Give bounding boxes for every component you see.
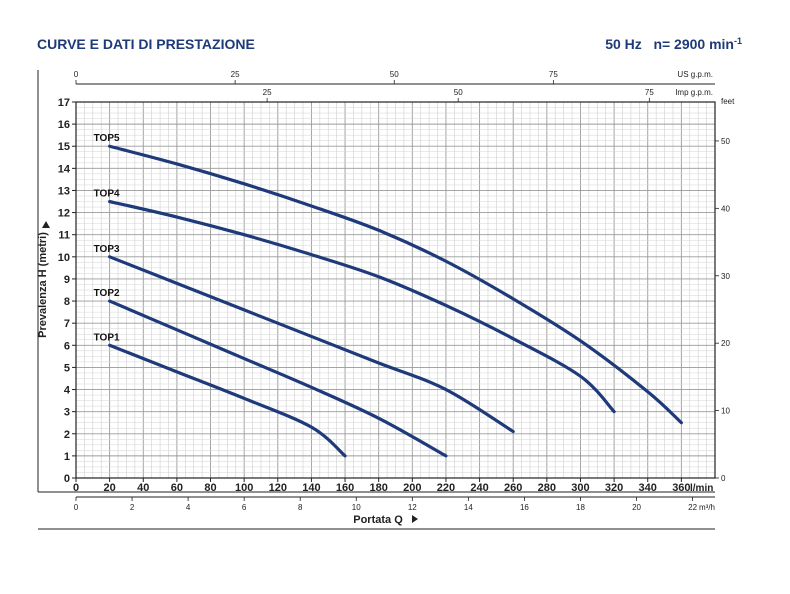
page-title: CURVE E DATI DI PRESTAZIONE: [37, 36, 255, 52]
x-axis-arrow-icon: [412, 515, 418, 523]
x-tick-label: 220: [437, 482, 455, 494]
y-tick-label: 7: [64, 318, 70, 330]
plot-frame: [37, 70, 716, 530]
speed-exponent: -1: [733, 36, 742, 46]
curve-top5: [108, 144, 683, 425]
y-tick-label: 11: [58, 230, 70, 242]
frequency-label: 50 Hz: [605, 36, 642, 52]
m3h-tick-label: 12: [408, 503, 417, 512]
x-tick-label: 0: [73, 482, 79, 494]
x-tick-label: 200: [403, 482, 421, 494]
x-tick-label: 160: [336, 482, 354, 494]
y-tick-label: 10: [58, 252, 70, 264]
speed-info: 50 Hz n= 2900 min-1: [605, 36, 742, 52]
x-tick-label: 60: [171, 482, 183, 494]
y-tick-label: 8: [64, 296, 70, 308]
x-tick-label: 100: [235, 482, 253, 494]
x-tick-label: 320: [605, 482, 623, 494]
curve-top2: [108, 299, 448, 458]
x-tick-label: 300: [571, 482, 589, 494]
curves: TOP1 TOP2 TOP3 TOP4 TOP5: [94, 133, 683, 458]
imp-gpm-tick-label: 25: [263, 88, 272, 97]
us-gpm-tick-label: 25: [231, 70, 240, 79]
y-axis-title: Prevalenza H (metri): [37, 232, 49, 338]
feet-tick-label: 0: [721, 474, 726, 483]
curve-label-top4: TOP4: [94, 189, 120, 200]
y-tick-label: 16: [58, 119, 70, 131]
us-gpm-tick-label: 50: [390, 70, 399, 79]
m3h-tick-label: 0: [74, 503, 79, 512]
us-gpm-tick-label: 0: [74, 70, 79, 79]
m3h-tick-label: 8: [298, 503, 303, 512]
m3h-tick-label: 4: [186, 503, 191, 512]
y-tick-label: 13: [58, 185, 70, 197]
feet-tick-label: 30: [721, 272, 730, 281]
imp-gpm-tick-label: 75: [645, 88, 654, 97]
us-gpm-tick-label: 75: [549, 70, 558, 79]
axis-labels: Prevalenza H (metri) Portata Q: [37, 221, 418, 526]
x-tick-label: 80: [204, 482, 216, 494]
m3h-tick-label: 10: [352, 503, 361, 512]
y-tick-label: 2: [64, 429, 70, 441]
y-tick-label: 17: [58, 97, 70, 109]
curve-label-top5: TOP5: [94, 133, 120, 144]
m3h-unit-label: m³/h: [699, 503, 715, 512]
feet-tick-label: 40: [721, 204, 730, 213]
curve-top1: [108, 343, 347, 458]
x-tick-label: 240: [470, 482, 488, 494]
grid: [76, 102, 715, 478]
feet-tick-label: 20: [721, 339, 730, 348]
y-tick-label: 9: [64, 274, 70, 286]
y-tick-label: 4: [64, 385, 71, 397]
y-tick-label: 15: [58, 141, 70, 153]
x-tick-label: 280: [538, 482, 556, 494]
x-tick-label: 180: [370, 482, 388, 494]
curve-label-top2: TOP2: [94, 288, 120, 299]
x-tick-label: 260: [504, 482, 522, 494]
m3h-tick-label: 18: [576, 503, 585, 512]
y-tick-label: 6: [64, 340, 70, 352]
x-tick-label: 120: [269, 482, 287, 494]
x-axis-title: Portata Q: [353, 514, 403, 526]
feet-unit-label: feet: [721, 97, 735, 106]
y-tick-label: 0: [64, 473, 70, 485]
speed-label: n= 2900 min: [653, 36, 734, 52]
m3h-tick-label: 14: [464, 503, 473, 512]
y-tick-label: 3: [64, 407, 70, 419]
feet-tick-label: 50: [721, 137, 730, 146]
x-tick-label: 340: [639, 482, 657, 494]
m3h-tick-label: 2: [130, 503, 135, 512]
y-tick-label: 1: [64, 451, 70, 463]
x-tick-label: 40: [137, 482, 149, 494]
y-tick-label: 14: [58, 163, 71, 175]
y-tick-label: 5: [64, 362, 70, 374]
curve-top4: [108, 199, 616, 414]
imp-gpm-unit-label: Imp g.p.m.: [675, 88, 713, 97]
x-tick-label: 360: [672, 482, 690, 494]
y-tick-label: 12: [58, 208, 70, 220]
curve-label-top1: TOP1: [94, 332, 120, 343]
x-unit-label: l/min: [690, 483, 713, 494]
curve-label-top3: TOP3: [94, 244, 120, 255]
feet-tick-label: 10: [721, 407, 730, 416]
us-gpm-unit-label: US g.p.m.: [677, 70, 713, 79]
curve-top3: [108, 255, 515, 434]
m3h-tick-label: 16: [520, 503, 529, 512]
y-axis-arrow-icon: [42, 221, 50, 228]
imp-gpm-tick-label: 50: [454, 88, 463, 97]
m3h-tick-label: 22: [688, 503, 697, 512]
m3h-tick-label: 20: [632, 503, 641, 512]
x-tick-label: 20: [104, 482, 116, 494]
x-tick-label: 140: [302, 482, 320, 494]
m3h-tick-label: 6: [242, 503, 247, 512]
